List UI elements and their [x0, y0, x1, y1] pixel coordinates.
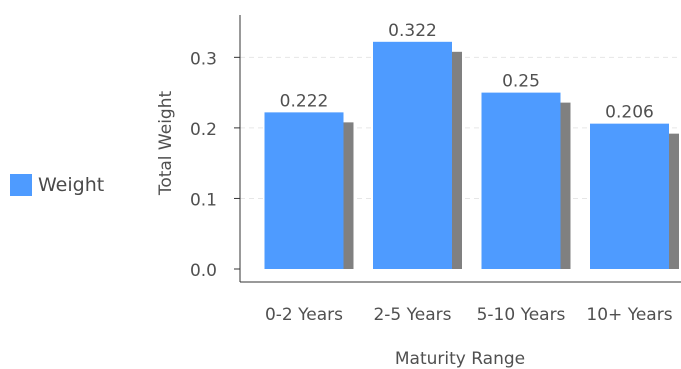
value-label: 0.322 — [388, 21, 437, 41]
x-axis-label: Maturity Range — [395, 349, 525, 369]
x-tick-label: 10+ Years — [586, 305, 672, 325]
axes — [239, 15, 681, 283]
bar — [481, 92, 561, 269]
value-label: 0.222 — [280, 91, 329, 111]
y-tick-label: 0.2 — [190, 120, 217, 140]
bars — [264, 41, 679, 270]
legend-label: Weight — [38, 174, 105, 196]
bar — [264, 112, 344, 269]
x-tick-label: 5-10 Years — [477, 305, 566, 325]
y-ticks: 0.0 0.1 0.2 0.3 — [190, 49, 240, 281]
x-tick-label: 0-2 Years — [265, 305, 343, 325]
y-axis-label: Total Weight — [156, 91, 176, 197]
bar-shadow — [560, 102, 571, 269]
bar-shadow — [452, 51, 462, 269]
value-label: 0.25 — [502, 72, 540, 92]
y-tick-label: 0.0 — [190, 261, 217, 281]
x-ticks: 0-2 Years 2-5 Years 5-10 Years 10+ Years — [265, 305, 673, 325]
legend-swatch — [10, 174, 32, 196]
bar — [373, 41, 452, 269]
bar — [590, 123, 669, 270]
y-tick-label: 0.3 — [190, 49, 217, 69]
y-tick-label: 0.1 — [190, 190, 217, 210]
bar-shadow — [343, 122, 354, 269]
x-tick-label: 2-5 Years — [373, 305, 451, 325]
value-labels: 0.222 0.322 0.25 0.206 — [280, 21, 654, 123]
value-label: 0.206 — [605, 103, 654, 123]
legend: Weight — [10, 174, 104, 196]
bar-shadow — [669, 133, 679, 269]
